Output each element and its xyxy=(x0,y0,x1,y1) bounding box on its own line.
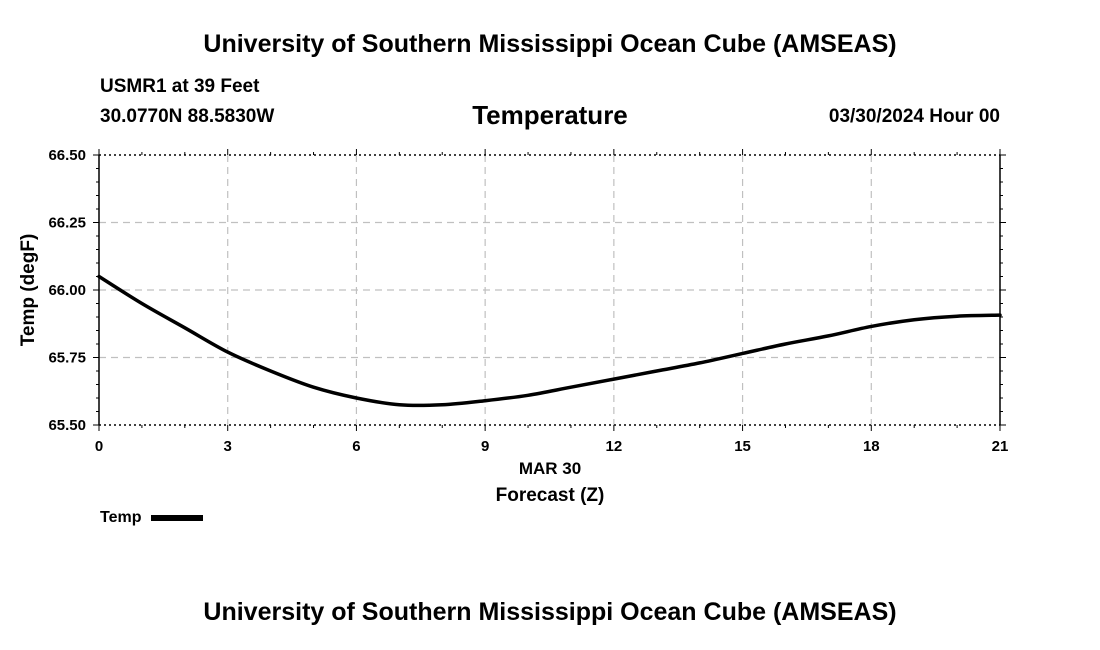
x-tick-label: 12 xyxy=(606,438,623,455)
variable-title: Temperature xyxy=(472,100,628,130)
grid xyxy=(99,155,1000,425)
chart-title-top: University of Southern Mississippi Ocean… xyxy=(203,30,897,58)
y-tick-label: 66.00 xyxy=(48,282,86,299)
x-date-label: MAR 30 xyxy=(519,459,581,478)
x-tick-label: 15 xyxy=(734,438,751,455)
x-tick-label: 9 xyxy=(481,438,489,455)
station-label: USMR1 at 39 Feet xyxy=(100,76,260,97)
coordinates-label: 30.0770N 88.5830W xyxy=(100,106,275,127)
legend-label: Temp xyxy=(100,509,142,526)
x-tick-label: 0 xyxy=(95,438,103,455)
y-tick-label: 65.50 xyxy=(48,417,86,434)
legend-swatch xyxy=(151,515,204,521)
series-line-temp xyxy=(97,274,1002,408)
y-tick-label: 66.25 xyxy=(48,215,86,232)
x-tick-label: 6 xyxy=(352,438,360,455)
x-axis-title: Forecast (Z) xyxy=(496,485,605,506)
axes: 0 3 6 9 12 15 18 21 65.50 65.75 66.00 66.25 66.50 xyxy=(48,147,1008,455)
series-layer xyxy=(97,274,1002,408)
legend: Temp xyxy=(100,509,204,527)
axis-labels: MAR 30 Forecast (Z) Temp (degF) xyxy=(18,234,604,506)
x-tick-label: 3 xyxy=(224,438,232,455)
y-axis-title: Temp (degF) xyxy=(18,234,39,347)
datetime-label: 03/30/2024 Hour 00 xyxy=(828,106,1000,127)
y-tick-label: 66.50 xyxy=(48,147,86,164)
y-tick-label: 65.75 xyxy=(48,350,86,367)
x-tick-label: 21 xyxy=(992,438,1009,455)
x-tick-label: 18 xyxy=(863,438,880,455)
chart-title-bottom: University of Southern Mississippi Ocean… xyxy=(203,598,897,626)
